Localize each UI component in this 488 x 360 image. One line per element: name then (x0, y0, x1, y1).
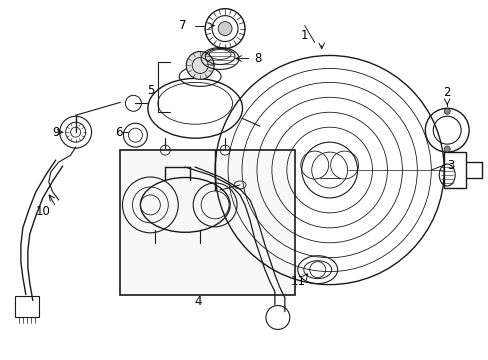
Circle shape (443, 146, 449, 152)
Text: 8: 8 (254, 52, 261, 65)
Text: 7: 7 (179, 19, 186, 32)
Text: 3: 3 (447, 158, 454, 172)
Bar (443, 152, 465, 188)
Text: 9: 9 (52, 126, 60, 139)
Bar (120, 150, 294, 294)
Text: 5: 5 (146, 84, 154, 97)
Bar (15, 296, 39, 318)
Text: 10: 10 (35, 205, 50, 219)
Text: 4: 4 (194, 295, 202, 308)
Circle shape (443, 108, 449, 114)
Circle shape (218, 22, 232, 36)
Text: 6: 6 (115, 126, 122, 139)
Text: 2: 2 (443, 86, 450, 99)
Circle shape (186, 51, 214, 80)
Text: 1: 1 (301, 29, 308, 42)
Text: 11: 11 (290, 275, 305, 288)
